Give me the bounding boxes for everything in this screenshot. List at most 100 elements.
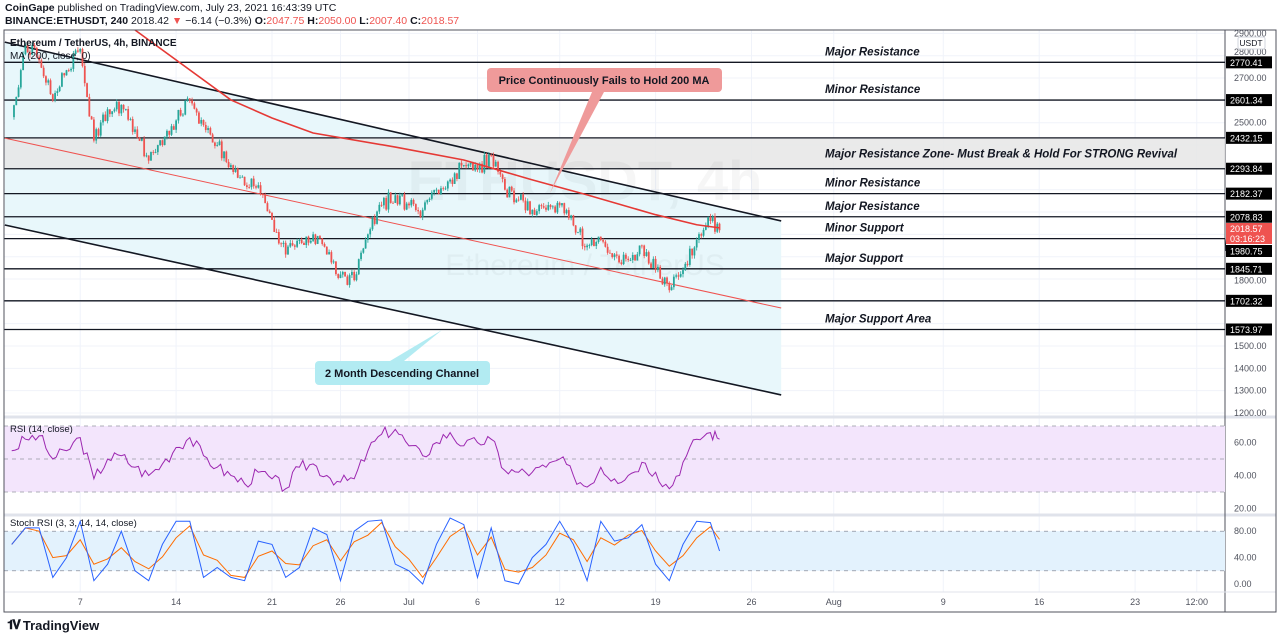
candle-body bbox=[426, 199, 429, 203]
candle-body bbox=[321, 238, 324, 245]
candle-body bbox=[166, 130, 168, 137]
price-tick-label: 1200.00 bbox=[1234, 408, 1267, 418]
candle-body bbox=[458, 162, 461, 179]
candle-body bbox=[609, 252, 611, 254]
candle-body bbox=[268, 211, 271, 213]
candle-body bbox=[711, 216, 714, 221]
candle-body bbox=[622, 254, 625, 265]
candle-body bbox=[35, 47, 38, 57]
level-price-label: 2078.83 bbox=[1230, 212, 1263, 222]
candle-body bbox=[63, 73, 66, 76]
currency-badge[interactable]: USDT bbox=[1237, 36, 1266, 50]
candle-body bbox=[88, 96, 91, 117]
candle-body bbox=[58, 86, 61, 92]
candle-body bbox=[460, 162, 463, 166]
channel-callout-text: 2 Month Descending Channel bbox=[325, 368, 479, 380]
candle-body bbox=[252, 178, 255, 187]
candle-body bbox=[453, 173, 456, 184]
candle-body bbox=[188, 98, 191, 101]
descending-channel[interactable] bbox=[4, 41, 782, 396]
candle-body bbox=[291, 243, 294, 246]
symbol-info: BINANCE:ETHUSDT, 240 2018.42 ▼ −6.14 (−0… bbox=[5, 15, 459, 27]
candle-body bbox=[661, 278, 664, 285]
candle-body bbox=[102, 114, 104, 123]
brand-name: TradingView bbox=[22, 617, 100, 633]
candle-body bbox=[40, 60, 43, 68]
horizontal-levels[interactable]: 2770.41 Major Resistance 2601.34 Minor Resi… bbox=[4, 46, 1272, 336]
candle-body bbox=[634, 254, 636, 261]
candle-body bbox=[214, 142, 216, 146]
candle-body bbox=[83, 65, 86, 84]
low-label: L: bbox=[359, 15, 370, 27]
candle-body bbox=[446, 181, 449, 189]
channel-callout[interactable]: 2 Month Descending Channel bbox=[315, 330, 490, 385]
candle-body bbox=[243, 176, 246, 186]
candle-body bbox=[604, 241, 607, 247]
publish-info: CoinGape published on TradingView.com, J… bbox=[5, 2, 336, 14]
candle-body bbox=[271, 212, 273, 220]
candle-body bbox=[467, 164, 470, 167]
candle-body bbox=[360, 252, 362, 260]
candle-body bbox=[156, 145, 159, 153]
level-price-box bbox=[1226, 210, 1272, 223]
candle-body bbox=[362, 248, 365, 253]
level-price-box bbox=[1226, 323, 1272, 336]
candle-body bbox=[22, 54, 25, 71]
candle-body bbox=[245, 185, 248, 188]
candle-body bbox=[476, 164, 479, 170]
candle-body bbox=[513, 190, 515, 203]
candle-body bbox=[367, 234, 369, 240]
candle-body bbox=[161, 140, 164, 146]
candle-body bbox=[451, 179, 454, 184]
candle-body bbox=[115, 101, 118, 110]
candle-body bbox=[225, 151, 228, 162]
candle-body bbox=[700, 234, 703, 236]
stoch-tick-label: 40.00 bbox=[1234, 553, 1257, 563]
candle-body bbox=[549, 205, 552, 208]
candle-body bbox=[481, 163, 483, 173]
candle-body bbox=[175, 120, 177, 130]
price-tick-label: 1400.00 bbox=[1234, 363, 1267, 373]
candle-body bbox=[492, 155, 495, 167]
candle-body bbox=[273, 219, 276, 232]
candle-body bbox=[138, 137, 141, 141]
candle-body bbox=[134, 129, 136, 132]
candle-body bbox=[24, 44, 27, 55]
candle-body bbox=[218, 141, 221, 146]
candle-body bbox=[346, 276, 349, 285]
candle-body bbox=[159, 140, 162, 146]
candle-body bbox=[583, 246, 586, 248]
level-annotation: Minor Support bbox=[825, 223, 905, 235]
candle-body bbox=[586, 245, 588, 248]
level-price-box bbox=[1226, 245, 1272, 257]
candle-body bbox=[26, 44, 29, 53]
level-price-box bbox=[1226, 294, 1272, 307]
candle-body bbox=[531, 209, 534, 215]
candle-body bbox=[200, 120, 203, 124]
time-tick-label: 7 bbox=[78, 597, 83, 607]
candle-body bbox=[355, 274, 358, 281]
candle-body bbox=[108, 109, 111, 115]
candle-body bbox=[307, 236, 310, 243]
tradingview-logo[interactable]: 𝟏𝐕 TradingView bbox=[7, 617, 99, 633]
price-tick-label: 2800.00 bbox=[1234, 47, 1267, 57]
candle-body bbox=[490, 154, 493, 156]
candle-body bbox=[275, 231, 278, 233]
candle-body bbox=[389, 192, 392, 203]
candle-body bbox=[124, 109, 127, 110]
level-annotation: Major Resistance Zone- Must Break & Hold… bbox=[825, 148, 1178, 160]
candle-body bbox=[688, 248, 691, 265]
ma-callout[interactable]: Price Continuously Fails to Hold 200 MA bbox=[487, 68, 722, 193]
rsi-tick-label: 60.00 bbox=[1234, 438, 1257, 448]
resistance-zone-fill bbox=[4, 137, 1225, 169]
candle-body bbox=[599, 236, 602, 240]
time-tick-label: 14 bbox=[171, 597, 181, 607]
candles bbox=[13, 42, 721, 293]
candle-body bbox=[170, 126, 173, 135]
time-tick-label: 26 bbox=[335, 597, 345, 607]
candle-body bbox=[396, 195, 399, 205]
candle-body bbox=[563, 203, 566, 214]
level-price-box bbox=[1226, 162, 1272, 175]
ma-200-line bbox=[134, 29, 720, 229]
